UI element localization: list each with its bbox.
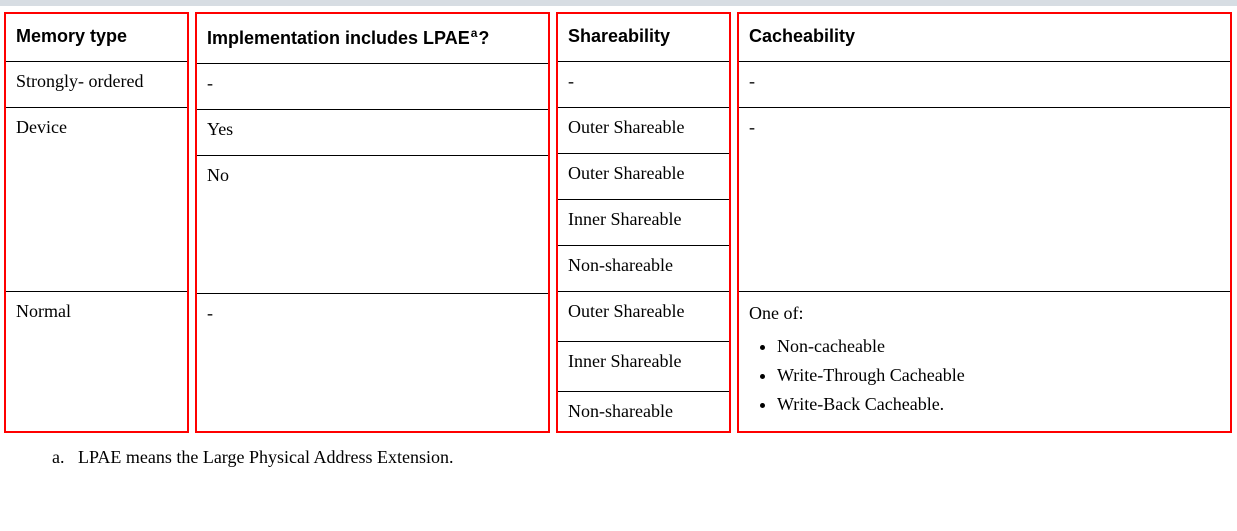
cell-lpae-no: No xyxy=(197,156,548,294)
cell-lpae-normal: - xyxy=(197,294,548,431)
cell-memtype-normal: Normal xyxy=(6,292,187,431)
cell-share-dev-2: Inner Shareable xyxy=(558,200,729,246)
cell-share-dev-1: Outer Shareable xyxy=(558,154,729,200)
cache-normal-bullets: Non-cacheable Write-Through Cacheable Wr… xyxy=(749,332,1220,419)
cache-normal-intro: One of: xyxy=(749,301,1220,328)
footnote: a.LPAE means the Large Physical Address … xyxy=(4,433,1233,468)
header-cacheability: Cacheability xyxy=(739,14,1230,62)
col-shareability: Shareability - Outer Shareable Outer Sha… xyxy=(556,12,731,433)
cell-share-dev-3: Non-shareable xyxy=(558,246,729,292)
cell-share-dev-0: Outer Shareable xyxy=(558,108,729,154)
header-lpae-prefix: Implementation includes LPAE xyxy=(207,28,470,48)
cell-cache-so: - xyxy=(739,62,1230,108)
cell-memtype-so: Strongly- ordered xyxy=(6,62,187,108)
header-lpae-suffix: ? xyxy=(478,28,489,48)
table-columns: Memory type Strongly- ordered Device Nor… xyxy=(4,12,1233,433)
col-memory-type: Memory type Strongly- ordered Device Nor… xyxy=(4,12,189,433)
cell-cache-normal: One of: Non-cacheable Write-Through Cach… xyxy=(739,292,1230,431)
header-shareability: Shareability xyxy=(558,14,729,62)
cell-cache-device: - xyxy=(739,108,1230,292)
cell-share-nrm-1: Inner Shareable xyxy=(558,342,729,392)
col-lpae: Implementation includes LPAEa? - Yes No … xyxy=(195,12,550,433)
footnote-marker: a. xyxy=(52,447,78,468)
cell-share-nrm-0: Outer Shareable xyxy=(558,292,729,342)
cell-lpae-so: - xyxy=(197,64,548,110)
cell-lpae-yes: Yes xyxy=(197,110,548,156)
footnote-text: LPAE means the Large Physical Address Ex… xyxy=(78,447,453,467)
header-lpae-sup: a xyxy=(471,26,478,40)
col-cacheability: Cacheability - - One of: Non-cacheable W… xyxy=(737,12,1232,433)
cell-memtype-device: Device xyxy=(6,108,187,292)
header-memory-type: Memory type xyxy=(6,14,187,62)
cache-bullet-0: Non-cacheable xyxy=(777,332,1220,361)
cache-bullet-2: Write-Back Cacheable. xyxy=(777,390,1220,419)
header-lpae: Implementation includes LPAEa? xyxy=(197,14,548,64)
cache-bullet-1: Write-Through Cacheable xyxy=(777,361,1220,390)
cell-share-so: - xyxy=(558,62,729,108)
cell-share-nrm-2: Non-shareable xyxy=(558,392,729,431)
table-wrapper: Memory type Strongly- ordered Device Nor… xyxy=(0,6,1237,476)
